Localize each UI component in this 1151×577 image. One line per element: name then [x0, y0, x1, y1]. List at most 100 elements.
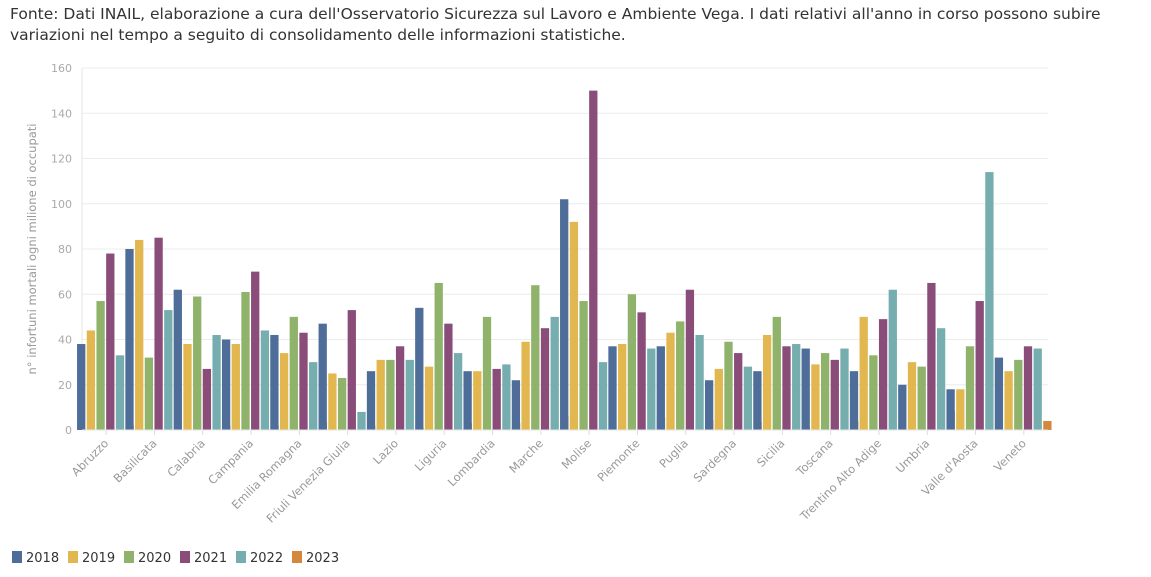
x-tick-label: Trentino Alto Adige [797, 436, 884, 523]
bar-2021 [492, 368, 501, 430]
x-tick-label: Calabria [164, 436, 208, 480]
bar-2022 [792, 344, 801, 430]
bar-2021 [106, 253, 115, 430]
bar-2019 [328, 373, 337, 430]
legend-swatch [124, 551, 134, 563]
bar-2019 [424, 366, 434, 430]
y-tick-label: 100 [51, 198, 72, 211]
x-tick-label: Friuli Venezia Giulia [264, 436, 353, 525]
x-tick-label: Veneto [991, 436, 1029, 474]
bar-2018 [898, 384, 907, 430]
bar-2018 [946, 389, 955, 430]
bar-2020 [676, 321, 685, 430]
y-tick-label: 160 [51, 62, 72, 75]
bar-2018 [753, 371, 762, 430]
bar-2020 [337, 377, 347, 430]
bar-2020 [531, 285, 540, 430]
bar-2020 [917, 366, 926, 430]
bar-2020 [482, 316, 492, 430]
bar-2021 [154, 237, 163, 430]
x-tick-label: Abruzzo [69, 436, 112, 479]
bar-2019 [859, 316, 868, 430]
bar-2022 [550, 316, 559, 430]
bar-2020 [627, 294, 637, 430]
bar-2022 [936, 328, 946, 430]
bar-2018 [560, 199, 569, 430]
bar-2021 [830, 359, 839, 430]
bar-2018 [704, 380, 714, 430]
bar-2018 [656, 346, 665, 430]
bar-2021 [878, 319, 888, 430]
y-tick-label: 120 [51, 153, 72, 166]
bar-2022 [115, 355, 125, 430]
legend-swatch [68, 551, 78, 563]
bar-2022 [164, 310, 173, 430]
bar-2019 [666, 332, 675, 430]
bar-2021 [589, 90, 598, 430]
bar-2019 [279, 353, 289, 430]
bar-2021 [202, 368, 212, 430]
bar-2022 [453, 353, 463, 430]
bar-2019 [86, 330, 96, 430]
bar-2019 [907, 362, 917, 430]
legend-label: 2023 [306, 551, 339, 566]
bar-2019 [183, 344, 192, 430]
bar-2019 [714, 368, 723, 430]
y-tick-label: 140 [51, 107, 72, 120]
bar-2020 [241, 291, 250, 430]
y-tick-label: 60 [58, 288, 72, 301]
bar-2022 [260, 330, 270, 430]
bar-2020 [965, 346, 975, 430]
x-tick-label: Sardegna [690, 436, 739, 485]
y-axis-label: n° infortuni mortali ogni milione di occ… [25, 124, 39, 375]
bar-2020 [193, 296, 202, 430]
bar-2021 [540, 328, 550, 430]
bar-2018 [994, 357, 1004, 430]
bar-2019 [521, 341, 530, 430]
bar-2022 [405, 359, 414, 430]
bar-2022 [840, 348, 849, 430]
legend-label: 2022 [250, 551, 283, 566]
bar-2019 [811, 364, 820, 430]
bar-2018 [77, 344, 86, 430]
bar-2019 [135, 239, 144, 430]
bar-2020 [386, 359, 395, 430]
x-tick-label: Molise [559, 436, 595, 472]
x-tick-label: Liguria [412, 436, 450, 474]
legend-swatch [292, 551, 302, 563]
legend-swatch [12, 551, 22, 563]
bar-2022 [695, 334, 704, 430]
legend-label: 2020 [138, 551, 171, 566]
bar-2022 [743, 366, 753, 430]
y-tick-label: 20 [58, 379, 72, 392]
bar-2022 [647, 348, 656, 430]
bar-2018 [270, 334, 279, 430]
bar-2020 [724, 341, 733, 430]
bar-2018 [511, 380, 521, 430]
bar-2020 [579, 301, 588, 430]
bar-2021 [1023, 346, 1033, 430]
bar-2018 [415, 307, 424, 430]
bar-2020 [1014, 359, 1023, 430]
bar-2019 [956, 389, 965, 430]
legend-swatch [236, 551, 246, 563]
bar-2020 [144, 357, 154, 430]
y-tick-label: 40 [58, 334, 72, 347]
x-tick-label: Piemonte [594, 436, 642, 484]
bar-2019 [1004, 371, 1013, 430]
bar-2018 [221, 339, 231, 430]
bar-2021 [395, 346, 405, 430]
bar-2019 [569, 221, 579, 430]
bar-2021 [782, 346, 791, 430]
x-tick-label: Basilicata [110, 436, 159, 485]
bar-2022 [888, 289, 897, 430]
bar-2018 [318, 323, 327, 430]
bar-2022 [212, 334, 221, 430]
y-tick-label: 0 [65, 424, 72, 437]
bar-2018 [801, 348, 810, 430]
x-tick-label: Toscana [793, 436, 836, 479]
bar-2020 [289, 316, 298, 430]
bar-2021 [251, 271, 260, 430]
bar-2020 [820, 353, 830, 430]
bar-2020 [434, 282, 443, 430]
